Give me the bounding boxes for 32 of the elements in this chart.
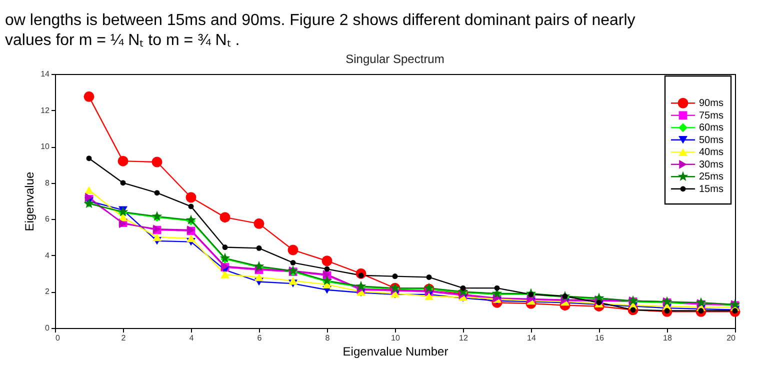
- y-tick-label: 0: [45, 324, 50, 332]
- y-tick-label: 14: [40, 70, 50, 78]
- x-tick-label: 16: [595, 334, 604, 342]
- x-axis-title: Eigenvalue Number: [342, 344, 448, 358]
- legend-label: 40ms: [699, 147, 724, 158]
- y-axis-title: Eigenvalue: [22, 171, 37, 232]
- text: ow lengths is between 15ms and 90ms. Figure 2 shows different dominant pairs of nearly: [5, 12, 636, 29]
- legend-label: 25ms: [699, 172, 724, 183]
- legend-label: 75ms: [699, 110, 724, 122]
- y-tick-label: 4: [45, 250, 50, 260]
- legend-label: 90ms: [699, 98, 724, 110]
- x-tick-label: 0: [56, 334, 60, 342]
- x-tick-label: 18: [663, 334, 672, 342]
- legend-label: 15ms: [699, 184, 724, 195]
- x-tick-label: 6: [257, 334, 262, 342]
- x-tick-label: 20: [726, 334, 736, 342]
- y-tick-label: 10: [40, 142, 50, 152]
- x-tick-label: 10: [391, 334, 400, 342]
- x-tick-label: 2: [121, 334, 126, 342]
- x-tick-label: 8: [325, 334, 330, 342]
- y-tick-label: 12: [40, 106, 50, 115]
- legend-label: 50ms: [699, 134, 724, 146]
- legend-label: 30ms: [699, 159, 724, 170]
- text: values for m = ¼ Nₜ to m = ¾ Nₜ .: [5, 32, 240, 49]
- x-tick-label: 14: [527, 334, 536, 342]
- y-tick-label: 8: [45, 178, 50, 188]
- x-tick-label: 4: [189, 334, 194, 342]
- y-tick-label: 2: [45, 287, 50, 296]
- legend-label: 60ms: [699, 122, 724, 134]
- chart-title: Singular Spectrum: [346, 52, 444, 66]
- y-tick-label: 6: [45, 214, 50, 224]
- x-tick-label: 12: [459, 334, 468, 342]
